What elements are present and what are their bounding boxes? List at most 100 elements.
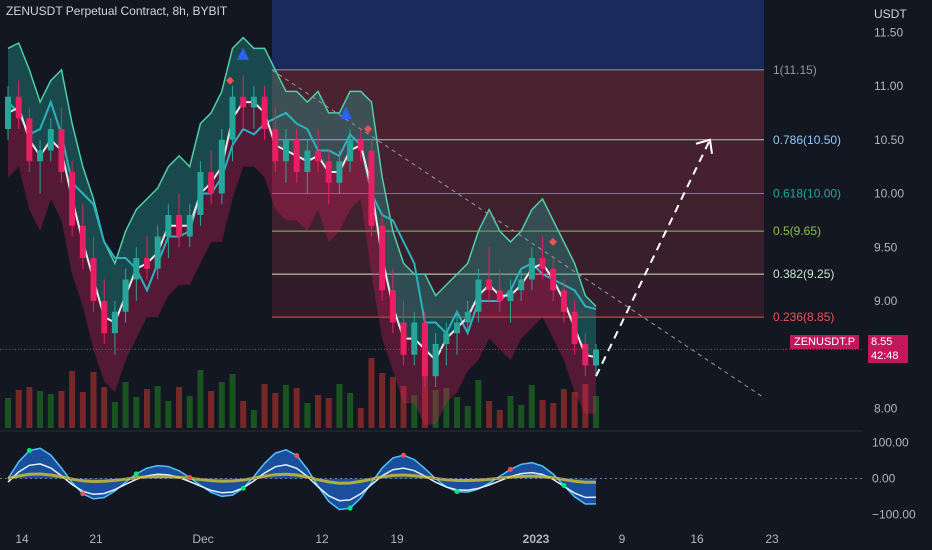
candle-body xyxy=(90,258,97,301)
fib-level-label: 0.382(9.25) xyxy=(773,267,834,281)
volume-bar xyxy=(47,394,54,428)
volume-bar xyxy=(165,401,172,428)
axes: USDT 11.50 11.00 10.50 10.00 9.50 9.00 8.00 100.… xyxy=(15,7,916,546)
last-price-tag: 8.55 xyxy=(868,335,908,349)
candle-body xyxy=(550,268,557,291)
candle-body xyxy=(368,150,375,226)
volume-bar xyxy=(122,382,129,428)
candle-body xyxy=(154,236,161,269)
volume-bar xyxy=(304,403,311,428)
candle-body xyxy=(336,161,343,183)
volume-bar xyxy=(528,385,535,428)
volume-bar xyxy=(336,384,343,428)
time-tick-label: 21 xyxy=(89,532,103,546)
candle-body xyxy=(272,129,279,162)
candle-body xyxy=(539,258,546,269)
candle-body xyxy=(379,225,386,291)
candle-body xyxy=(464,311,471,323)
volume-bar xyxy=(560,389,567,428)
candle-body xyxy=(240,96,247,108)
candle-body xyxy=(518,279,525,291)
candle-body xyxy=(133,258,140,280)
countdown-tag: 42:48 xyxy=(868,349,908,363)
volume-bar xyxy=(218,382,225,428)
candlesticks xyxy=(5,75,599,387)
upper-band-fill xyxy=(8,37,596,361)
candle-body xyxy=(357,139,364,151)
candle-body xyxy=(389,290,396,323)
volume-bar xyxy=(197,370,204,428)
candle-body xyxy=(143,258,150,269)
fib-zone xyxy=(272,231,764,275)
oscillator-dot xyxy=(187,474,193,480)
candle-body xyxy=(5,96,11,129)
candle-body xyxy=(325,161,332,183)
volume-bar xyxy=(593,396,599,428)
oscillator-signal-line xyxy=(7,463,597,502)
fib-level-label: 0.786(10.50) xyxy=(773,133,841,147)
candle-body xyxy=(218,139,225,194)
volume-bar xyxy=(496,410,503,428)
volume-bar xyxy=(379,373,386,428)
volume-bar xyxy=(347,393,354,428)
volume-bar xyxy=(282,385,289,428)
time-tick-label: 19 xyxy=(390,532,404,546)
volume-bars xyxy=(5,358,599,428)
background-layer xyxy=(0,0,862,432)
volume-bar xyxy=(411,395,418,428)
currency-label: USDT xyxy=(874,7,907,21)
fib-level-label: 1(11.15) xyxy=(773,63,817,77)
oscillator-dot xyxy=(347,505,353,511)
price-tick-label: 11.00 xyxy=(874,79,903,93)
candle-body xyxy=(208,172,215,194)
candle-body xyxy=(454,322,461,334)
candle-body xyxy=(411,322,418,355)
candle-body xyxy=(37,150,44,162)
oscillator-tick-label: −100.00 xyxy=(872,507,916,521)
candle-body xyxy=(79,225,86,258)
oscillator-tick-label: 0.00 xyxy=(872,472,896,486)
oscillator-zero-band xyxy=(7,472,596,485)
candle-body xyxy=(315,150,322,162)
candle-body xyxy=(176,215,183,237)
fib-zone xyxy=(272,274,764,318)
candle-body xyxy=(432,344,439,377)
volume-bar xyxy=(176,387,183,428)
candle-body xyxy=(69,172,76,226)
volume-bar xyxy=(101,387,108,428)
price-tick-label: 9.50 xyxy=(874,240,898,254)
volume-bar xyxy=(368,358,375,428)
candle-body xyxy=(475,279,482,312)
time-tick-label: 2023 xyxy=(523,532,550,546)
candle-body xyxy=(282,139,289,162)
volume-bar xyxy=(315,395,322,428)
volume-bar xyxy=(133,397,140,428)
fib-level-label: 0.618(10.00) xyxy=(773,187,841,201)
candle-body xyxy=(496,290,503,301)
candle-body xyxy=(111,311,118,334)
price-tick-label: 10.50 xyxy=(874,133,904,147)
volume-bar xyxy=(186,396,193,428)
time-tick-label: 14 xyxy=(15,532,29,546)
volume-bar xyxy=(582,384,589,428)
oscillator-dot xyxy=(294,452,300,458)
price-tick-label: 10.00 xyxy=(874,187,904,201)
price-tick-label: 8.00 xyxy=(874,402,898,416)
candle-body xyxy=(101,301,108,334)
oscillator-dot xyxy=(133,471,139,477)
time-tick-label: 9 xyxy=(619,532,626,546)
volume-bar xyxy=(486,401,493,428)
projection-arrow-line xyxy=(595,139,711,377)
blue-zone xyxy=(272,0,764,70)
oscillator-dot xyxy=(507,466,513,472)
time-tick-label: 23 xyxy=(765,532,779,546)
volume-bar xyxy=(357,408,364,428)
time-tick-label: 12 xyxy=(315,532,329,546)
candle-body xyxy=(197,172,204,215)
volume-bar xyxy=(15,390,22,428)
oscillator-tick-label: 100.00 xyxy=(872,436,909,450)
oscillator-panel xyxy=(0,447,862,511)
volume-bar xyxy=(518,405,525,428)
signal-triangle-icon xyxy=(340,106,352,119)
